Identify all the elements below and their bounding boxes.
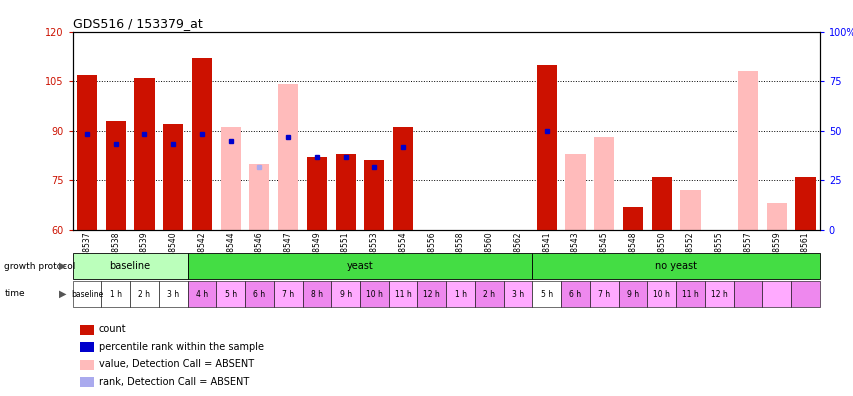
Text: 1 h: 1 h	[454, 289, 466, 299]
Bar	[188, 253, 531, 279]
Text: GDS516 / 153379_at: GDS516 / 153379_at	[73, 17, 202, 30]
Bar	[245, 281, 274, 307]
Text: 6 h: 6 h	[569, 289, 581, 299]
Bar	[360, 281, 388, 307]
Bar	[249, 164, 270, 230]
Bar	[188, 281, 216, 307]
Text: no yeast: no yeast	[654, 261, 696, 271]
Bar	[302, 281, 331, 307]
Bar	[531, 253, 819, 279]
Text: value, Detection Call = ABSENT: value, Detection Call = ABSENT	[99, 359, 253, 369]
Text: growth protocol: growth protocol	[4, 262, 76, 270]
Text: baseline: baseline	[71, 289, 103, 299]
Bar	[733, 281, 762, 307]
Text: 8 h: 8 h	[310, 289, 322, 299]
Bar	[565, 154, 585, 230]
Text: 12 h: 12 h	[710, 289, 727, 299]
Text: 7 h: 7 h	[597, 289, 610, 299]
Bar	[503, 281, 531, 307]
Bar	[80, 377, 93, 387]
Bar	[331, 281, 360, 307]
Text: 3 h: 3 h	[512, 289, 524, 299]
Text: 2 h: 2 h	[483, 289, 495, 299]
Text: 3 h: 3 h	[167, 289, 179, 299]
Bar	[647, 281, 676, 307]
Bar	[134, 78, 154, 230]
Bar	[508, 230, 527, 362]
Text: 1 h: 1 h	[109, 289, 122, 299]
Bar	[80, 342, 93, 352]
Bar	[762, 281, 790, 307]
Text: 2 h: 2 h	[138, 289, 150, 299]
Bar	[163, 124, 183, 230]
Text: baseline: baseline	[109, 261, 150, 271]
Text: ▶: ▶	[59, 261, 67, 271]
Bar	[159, 281, 188, 307]
Text: 4 h: 4 h	[195, 289, 208, 299]
Bar	[364, 160, 384, 230]
Bar	[479, 230, 499, 368]
Bar	[618, 281, 647, 307]
Bar	[704, 281, 733, 307]
Text: 11 h: 11 h	[682, 289, 698, 299]
Text: 9 h: 9 h	[339, 289, 351, 299]
Bar	[130, 281, 159, 307]
Text: 5 h: 5 h	[540, 289, 552, 299]
Text: ▶: ▶	[59, 289, 67, 299]
Bar	[560, 281, 589, 307]
Text: time: time	[4, 289, 25, 298]
Bar	[537, 65, 556, 230]
Text: rank, Detection Call = ABSENT: rank, Detection Call = ABSENT	[99, 377, 249, 387]
Text: percentile rank within the sample: percentile rank within the sample	[99, 342, 264, 352]
Bar	[216, 281, 245, 307]
Text: 7 h: 7 h	[281, 289, 294, 299]
Bar	[77, 74, 97, 230]
Bar	[306, 157, 327, 230]
Text: 10 h: 10 h	[365, 289, 382, 299]
Bar	[474, 281, 503, 307]
Bar	[278, 84, 298, 230]
Bar	[73, 253, 188, 279]
Text: 9 h: 9 h	[626, 289, 638, 299]
Text: 6 h: 6 h	[253, 289, 265, 299]
Bar	[594, 137, 613, 230]
Bar	[794, 177, 815, 230]
Bar	[450, 230, 470, 266]
Text: 10 h: 10 h	[653, 289, 670, 299]
Text: count: count	[99, 324, 126, 335]
Bar	[766, 203, 786, 230]
Text: 12 h: 12 h	[423, 289, 439, 299]
Bar	[392, 128, 413, 230]
Bar	[335, 154, 355, 230]
Bar	[680, 190, 699, 230]
Text: yeast: yeast	[346, 261, 373, 271]
Bar	[445, 281, 474, 307]
Bar	[622, 207, 642, 230]
Bar	[417, 281, 445, 307]
Bar	[790, 281, 819, 307]
Bar	[80, 325, 93, 335]
Bar	[589, 281, 618, 307]
Bar	[274, 281, 302, 307]
Bar	[676, 281, 704, 307]
Bar	[80, 360, 93, 370]
Bar	[708, 230, 728, 312]
Text: 11 h: 11 h	[394, 289, 411, 299]
Bar	[192, 58, 212, 230]
Bar	[106, 121, 125, 230]
Bar	[651, 177, 671, 230]
Bar	[102, 281, 130, 307]
Bar	[531, 281, 560, 307]
Bar	[737, 71, 757, 230]
Text: 5 h: 5 h	[224, 289, 236, 299]
Bar	[220, 128, 241, 230]
Bar	[388, 281, 417, 307]
Bar	[73, 281, 102, 307]
